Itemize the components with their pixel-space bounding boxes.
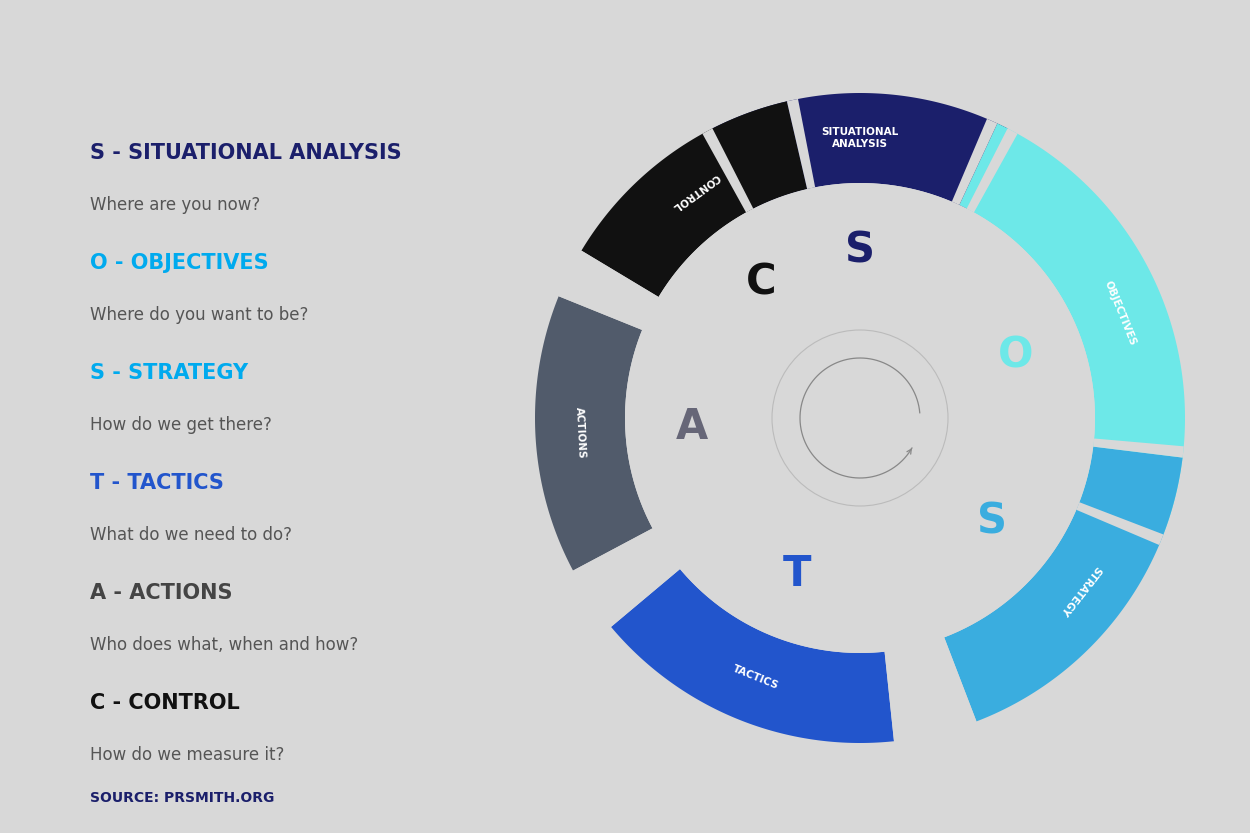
Polygon shape [559, 286, 645, 330]
Text: Who does what, when and how?: Who does what, when and how? [90, 636, 359, 654]
Polygon shape [966, 128, 1017, 212]
Text: CONTROL: CONTROL [670, 171, 721, 212]
Text: How do we get there?: How do we get there? [90, 416, 272, 434]
Text: C - CONTROL: C - CONTROL [90, 693, 240, 713]
Text: How do we measure it?: How do we measure it? [90, 746, 285, 764]
Polygon shape [535, 93, 1185, 743]
Text: S: S [845, 229, 875, 271]
Polygon shape [572, 528, 656, 581]
Text: S - SITUATIONAL ANALYSIS: S - SITUATIONAL ANALYSIS [90, 143, 401, 163]
Text: O: O [998, 334, 1034, 376]
Text: T - TACTICS: T - TACTICS [90, 473, 224, 493]
Text: S - STRATEGY: S - STRATEGY [90, 363, 248, 383]
Polygon shape [885, 651, 905, 741]
Text: S: S [978, 501, 1008, 542]
Text: STRATEGY: STRATEGY [1059, 564, 1102, 617]
Polygon shape [1094, 438, 1184, 457]
Text: SITUATIONAL
ANALYSIS: SITUATIONAL ANALYSIS [821, 127, 899, 149]
Text: Where do you want to be?: Where do you want to be? [90, 306, 309, 324]
Polygon shape [576, 251, 659, 304]
Text: What do we need to do?: What do we need to do? [90, 526, 292, 544]
Polygon shape [951, 119, 998, 205]
Text: C: C [746, 261, 776, 303]
Polygon shape [625, 183, 1095, 653]
Text: TACTICS: TACTICS [731, 664, 780, 691]
Circle shape [772, 330, 948, 506]
Polygon shape [788, 99, 815, 189]
Text: ACTIONS: ACTIONS [574, 407, 586, 459]
Polygon shape [604, 562, 680, 627]
Polygon shape [944, 446, 1182, 721]
Polygon shape [936, 637, 976, 726]
Text: Where are you now?: Where are you now? [90, 196, 260, 214]
Polygon shape [1076, 502, 1164, 545]
Text: A: A [676, 406, 709, 448]
Polygon shape [611, 569, 894, 743]
Text: SOURCE: PRSMITH.ORG: SOURCE: PRSMITH.ORG [90, 791, 275, 805]
Text: OBJECTIVES: OBJECTIVES [1102, 279, 1138, 347]
Text: A - ACTIONS: A - ACTIONS [90, 583, 232, 603]
Polygon shape [712, 93, 1008, 208]
Polygon shape [703, 128, 754, 212]
Text: T: T [782, 553, 811, 595]
Polygon shape [581, 102, 808, 297]
Polygon shape [959, 123, 1185, 535]
Text: O - OBJECTIVES: O - OBJECTIVES [90, 253, 269, 273]
Polygon shape [535, 297, 652, 571]
